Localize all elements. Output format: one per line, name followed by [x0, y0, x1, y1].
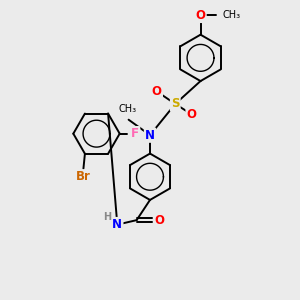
Text: O: O [196, 9, 206, 22]
Text: O: O [154, 214, 164, 226]
Text: F: F [131, 127, 139, 140]
Text: CH₃: CH₃ [118, 104, 136, 114]
Text: O: O [187, 108, 196, 121]
Text: Br: Br [76, 170, 91, 183]
Text: H: H [103, 212, 111, 222]
Text: O: O [152, 85, 162, 98]
Text: CH₃: CH₃ [223, 11, 241, 20]
Text: N: N [145, 129, 155, 142]
Text: S: S [171, 98, 179, 110]
Text: N: N [112, 218, 122, 231]
